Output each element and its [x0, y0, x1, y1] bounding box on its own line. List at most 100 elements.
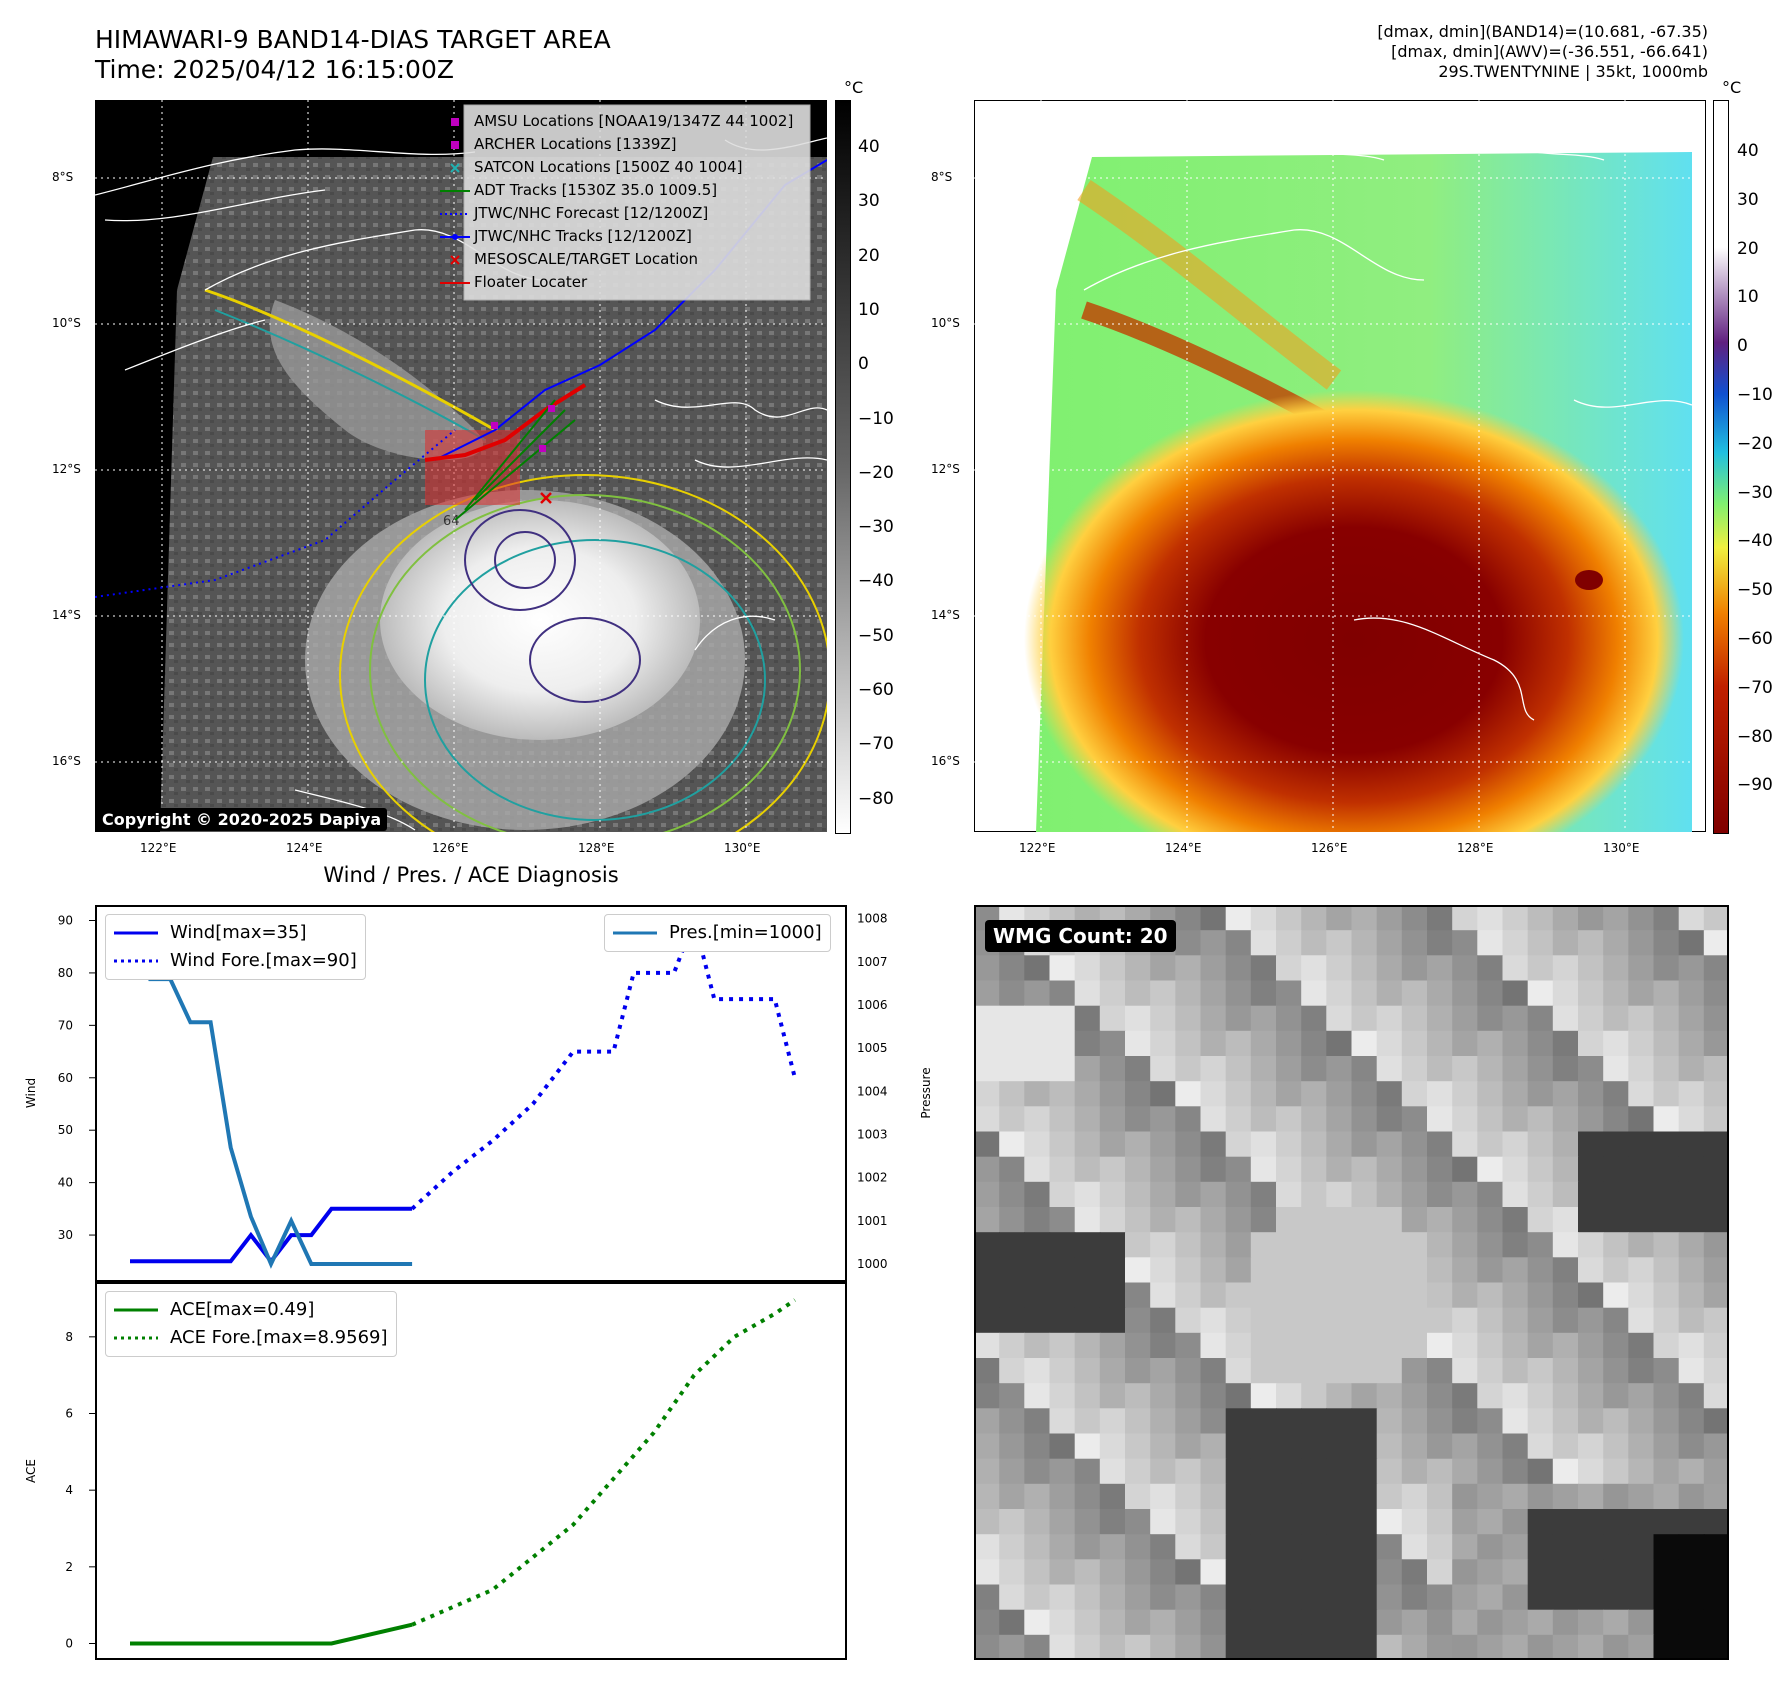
lat-label: 16°S	[931, 754, 960, 768]
wmg-pixel	[1024, 1156, 1051, 1183]
wmg-pixel	[1703, 955, 1729, 982]
wmg-pixel	[1376, 1509, 1403, 1535]
wmg-pixel	[1175, 1534, 1202, 1560]
wind-legend-label: Wind[max=35]	[170, 922, 307, 943]
wmg-pixel	[1150, 1056, 1176, 1082]
wmg-pixel	[1653, 1584, 1680, 1611]
wmg-pixel	[1250, 1257, 1277, 1284]
y-tick-label: 2	[65, 1560, 73, 1574]
wmg-pixel	[999, 1509, 1025, 1535]
wmg-pixel	[1427, 955, 1453, 982]
wmg-pixel	[1603, 1081, 1629, 1107]
wmg-pixel	[1074, 1634, 1101, 1660]
wmg-pixel	[1628, 1307, 1655, 1334]
wmg-pixel	[1427, 1483, 1453, 1510]
wmg-pixel	[1578, 980, 1604, 1007]
wmg-pixel	[1099, 1232, 1126, 1258]
wmg-pixel	[1678, 930, 1705, 956]
wmg-pixel	[1175, 1106, 1202, 1133]
wmg-pixel	[1502, 1358, 1529, 1384]
ace-chart: 0 2 4 6 8 ACE	[24, 1282, 847, 1660]
wmg-pixel	[1024, 1081, 1051, 1107]
wmg-pixel	[1024, 1332, 1051, 1359]
wmg-pixel	[1074, 1433, 1101, 1460]
wmg-pixel	[1175, 905, 1202, 931]
wmg-pixel	[1477, 1332, 1504, 1359]
wmg-pixel	[1703, 1156, 1729, 1183]
wmg-pixel	[1225, 1056, 1252, 1082]
wmg-pixel	[1603, 905, 1629, 931]
ace-axis-label: ACE	[24, 1459, 38, 1483]
wmg-pixel	[1074, 1483, 1101, 1510]
wmg-pixel	[1301, 1332, 1327, 1359]
wmg-pixel	[1351, 1257, 1378, 1284]
wmg-pixel	[1250, 1106, 1277, 1133]
wmg-pixel	[1502, 1181, 1529, 1208]
wmg-pixel	[1024, 1307, 1051, 1334]
wmg-pixel	[1225, 1634, 1252, 1660]
wmg-pixel	[1401, 1056, 1428, 1082]
wmg-pixel	[1703, 1534, 1729, 1560]
wmg-pixel	[1603, 930, 1629, 956]
wmg-pixel	[1250, 1609, 1277, 1636]
wmg-pixel	[1225, 1005, 1252, 1032]
wmg-pixel	[1125, 1005, 1151, 1032]
lon-label: 122°E	[140, 841, 177, 855]
wmg-pixel	[1703, 1207, 1729, 1233]
series-line	[128, 917, 413, 1269]
wmg-pixel	[1150, 1358, 1176, 1384]
wmg-pixel	[974, 1383, 1000, 1409]
wmg-pixel	[1578, 1106, 1604, 1133]
wmg-pixel	[1175, 1383, 1202, 1409]
wmg-pixel	[1150, 1609, 1176, 1636]
wmg-pixel	[1527, 1584, 1554, 1611]
wmg-pixel	[1175, 1156, 1202, 1183]
wmg-pixel	[1653, 1207, 1680, 1233]
wmg-pixel	[1603, 1408, 1629, 1435]
wmg-pixel	[1225, 1559, 1252, 1586]
wmg-pixel	[1326, 1433, 1353, 1460]
wmg-pixel	[1074, 1181, 1101, 1208]
wmg-pixel	[1376, 1106, 1403, 1133]
wmg-pixel	[1326, 1483, 1353, 1510]
wmg-pixel	[1552, 1181, 1579, 1208]
wmg-pixel	[1250, 1156, 1277, 1183]
wmg-pixel	[1200, 1030, 1227, 1057]
copyright-badge: Copyright © 2020-2025 Dapiya	[96, 808, 388, 831]
wmg-pixel	[974, 1509, 1000, 1535]
wmg-pixel	[1477, 930, 1504, 956]
wmg-pixel	[1703, 1106, 1729, 1133]
wmg-pixel	[1401, 1282, 1428, 1309]
wmg-pixel	[1552, 1509, 1579, 1535]
wmg-pixel	[1578, 1609, 1604, 1636]
wmg-pixel	[1250, 905, 1277, 931]
wmg-pixel	[1376, 1559, 1403, 1586]
wmg-pixel	[1074, 1282, 1101, 1309]
wmg-pixel	[1527, 1483, 1554, 1510]
wmg-pixel	[1678, 1584, 1705, 1611]
wmg-pixel	[1527, 980, 1554, 1007]
wmg-pixel	[1326, 1030, 1353, 1057]
wmg-pixel	[1351, 1458, 1378, 1485]
awv-colorbar-tick: 30	[1737, 189, 1759, 210]
wmg-pixel	[1351, 1609, 1378, 1636]
wmg-pixel	[1024, 1458, 1051, 1485]
info-awv: [dmax, dmin](AWV)=(-36.551, -66.641)	[1391, 42, 1708, 61]
wmg-pixel	[1175, 1307, 1202, 1334]
info-band14: [dmax, dmin](BAND14)=(10.681, -67.35)	[1377, 22, 1708, 41]
wmg-pixel	[1427, 1509, 1453, 1535]
wmg-pixel	[1250, 980, 1277, 1007]
wmg-pixel	[1326, 1509, 1353, 1535]
wmg-pixel	[1401, 1332, 1428, 1359]
adt-tracks	[454, 399, 576, 521]
lon-label: 122°E	[1019, 841, 1056, 855]
wmg-pixel	[1527, 1383, 1554, 1409]
wmg-pixel	[1074, 1005, 1101, 1032]
wmg-pixel	[1074, 1509, 1101, 1535]
wmg-pixel	[1527, 1534, 1554, 1560]
wmg-pixel	[1125, 1634, 1151, 1660]
wmg-pixel	[1703, 1458, 1729, 1485]
lat-label: 10°S	[52, 316, 81, 330]
wmg-pixel	[1276, 1609, 1302, 1636]
wmg-pixel	[1452, 1458, 1478, 1485]
